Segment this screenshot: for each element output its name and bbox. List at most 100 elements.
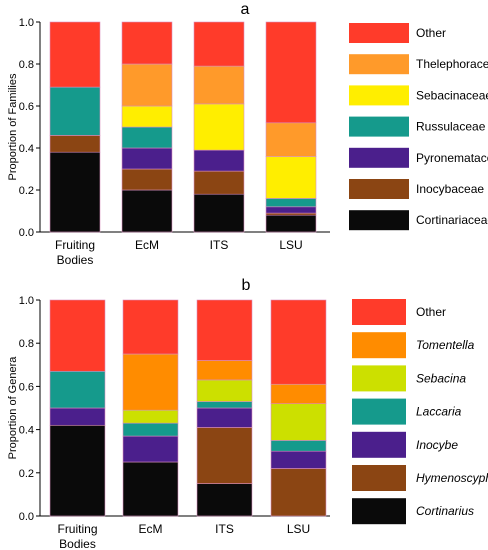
bar-segment-lsu-hymenoscyphus — [270, 468, 327, 517]
bar-segment-lsu-thelephoraceae — [265, 122, 317, 157]
y-axis-label: Proportion of Genera — [7, 356, 19, 460]
bar-segment-its-sebacinaceae — [193, 103, 245, 151]
y-tick-label: 0.6 — [19, 381, 34, 393]
bar-segment-its-cortinariaceae — [193, 193, 245, 233]
bar-segment-ecm-laccaria — [122, 422, 179, 437]
bar-segment-lsu-sebacinaceae — [265, 156, 317, 199]
bar-segment-its-pyronemataceae — [193, 149, 245, 172]
y-axis-label: Proportion of Families — [7, 73, 19, 180]
bar-segment-its-tomentella — [196, 360, 253, 381]
x-tick-label: EcM — [139, 522, 163, 536]
legend-label-hymenoscyphus: Hymenoscyphus — [416, 471, 488, 485]
legend-label-other: Other — [416, 305, 446, 319]
legend-swatch-laccaria — [352, 398, 406, 425]
legend-swatch-cortinariaceae — [349, 210, 409, 231]
legend-label-tomentella: Tomentella — [416, 338, 475, 352]
legend-swatch-sebacina — [352, 365, 406, 392]
legend-swatch-cortinarius — [352, 498, 406, 525]
legend-swatch-sebacinaceae — [349, 85, 409, 106]
legend-label-inocybaceae: Inocybaceae — [416, 182, 484, 196]
y-tick-label: 0.6 — [19, 101, 34, 113]
bar-segment-its-other — [196, 299, 253, 361]
y-tick-label: 1.0 — [19, 295, 34, 307]
bar-segment-ecm-inocybaceae — [121, 168, 173, 191]
bar-segment-its-inocybe — [196, 407, 253, 428]
bar-segment-lsu-tomentella — [270, 383, 327, 404]
panel-label: a — [241, 1, 250, 18]
bar-segment-fruiting-bodies-russulaceae — [49, 86, 101, 136]
bar-segment-its-inocybaceae — [193, 170, 245, 195]
bar-segment-fruiting-bodies-other — [49, 21, 101, 88]
bar-segment-ecm-tomentella — [122, 353, 179, 411]
legend-swatch-other — [352, 299, 406, 325]
y-tick-label: 0.4 — [19, 425, 34, 437]
legend: Other Tomentella Sebacina Laccaria Inocybe Hy… — [352, 299, 488, 525]
bar-segment-ecm-cortinarius — [122, 461, 179, 517]
bar-segment-fruiting-bodies-laccaria — [49, 370, 106, 409]
legend-label-cortinarius: Cortinarius — [416, 504, 474, 518]
x-tick-label: EcM — [135, 238, 159, 252]
bar-segment-its-hymenoscyphus — [196, 427, 253, 484]
chart-panel-a: a Proportion of Families 0.0 0.2 0.4 0.6 0.8 1.… — [7, 1, 488, 267]
bar-segment-ecm-other — [121, 21, 173, 65]
bar-segment-fruiting-bodies-other — [49, 299, 106, 372]
bar-segment-lsu-other — [270, 299, 327, 385]
bar-segment-ecm-other — [122, 299, 179, 355]
x-tick-label: Fruiting Bodies — [55, 238, 95, 267]
bar-segment-ecm-pyronemataceae — [121, 147, 173, 170]
legend-swatch-inocybaceae — [349, 179, 409, 199]
legend-label-pyronemataceae: Pyronemataceae — [416, 151, 488, 165]
bar-segment-its-laccaria — [196, 401, 253, 409]
legend-swatch-tomentella — [352, 332, 406, 359]
panel-label: b — [242, 277, 251, 294]
legend-swatch-inocybe — [352, 431, 406, 458]
legend-label-cortinariaceae: Cortinariaceae — [416, 213, 488, 227]
bar-segment-lsu-russulaceae — [265, 198, 317, 208]
y-tick-label: 0.4 — [19, 143, 34, 155]
bar-segment-ecm-sebacina — [122, 409, 179, 424]
legend-swatch-hymenoscyphus — [352, 465, 406, 491]
bar-segment-fruiting-bodies-inocybe — [49, 407, 106, 426]
bar-segment-its-sebacina — [196, 379, 253, 402]
bar-segment-lsu-sebacina — [270, 403, 327, 441]
bar-segment-its-thelephoraceae — [193, 65, 245, 105]
y-tick-label: 0.2 — [19, 185, 34, 197]
bar-segment-lsu-laccaria — [270, 440, 327, 452]
legend-label-laccaria: Laccaria — [416, 405, 462, 419]
bar-segment-lsu-inocybe — [270, 450, 327, 469]
legend-swatch-pyronemataceae — [349, 147, 409, 168]
bar-segment-lsu-cortinariaceae — [265, 214, 317, 233]
x-tick-label: ITS — [210, 238, 229, 252]
legend-label-other: Other — [416, 26, 446, 40]
legend-label-inocybe: Inocybe — [416, 438, 458, 452]
legend-label-thelephoraceae: Thelephoraceae — [416, 57, 488, 71]
chart-panel-b: b Proportion of Genera 0.0 0.2 0.4 0.6 0.8 1.0 F… — [7, 277, 488, 550]
bar-segment-ecm-thelephoraceae — [121, 63, 173, 107]
bar-segment-ecm-cortinariaceae — [121, 189, 173, 233]
bar-segment-lsu-pyronemataceae — [265, 206, 317, 214]
x-tick-label: LSU — [279, 238, 302, 252]
legend-swatch-other — [349, 23, 409, 43]
bar-segment-fruiting-bodies-cortinarius — [49, 424, 106, 517]
bar-segment-fruiting-bodies-cortinariaceae — [49, 151, 101, 233]
bar-segment-its-cortinarius — [196, 483, 253, 517]
y-tick-label: 0.8 — [19, 338, 34, 350]
bar-segment-its-other — [193, 21, 245, 67]
bar-segment-lsu-other — [265, 21, 317, 124]
bar-segment-ecm-inocybe — [122, 435, 179, 463]
y-tick-label: 0.8 — [19, 59, 34, 71]
x-tick-label: ITS — [215, 522, 234, 536]
bar-segment-lsu-inocybaceae — [265, 212, 317, 216]
bar-segment-ecm-russulaceae — [121, 126, 173, 149]
y-tick-label: 0.0 — [19, 511, 34, 523]
legend-swatch-russulaceae — [349, 116, 409, 137]
legend-swatch-thelephoraceae — [349, 54, 409, 75]
x-tick-label: LSU — [287, 522, 310, 536]
legend-label-sebacinaceae: Sebacinaceae — [416, 88, 488, 102]
x-tick-label: Fruiting Bodies — [57, 522, 97, 550]
legend-label-sebacina: Sebacina — [416, 371, 466, 385]
y-tick-label: 1.0 — [19, 17, 34, 29]
legend-label-russulaceae: Russulaceae — [416, 120, 486, 134]
y-tick-label: 0.2 — [19, 468, 34, 480]
